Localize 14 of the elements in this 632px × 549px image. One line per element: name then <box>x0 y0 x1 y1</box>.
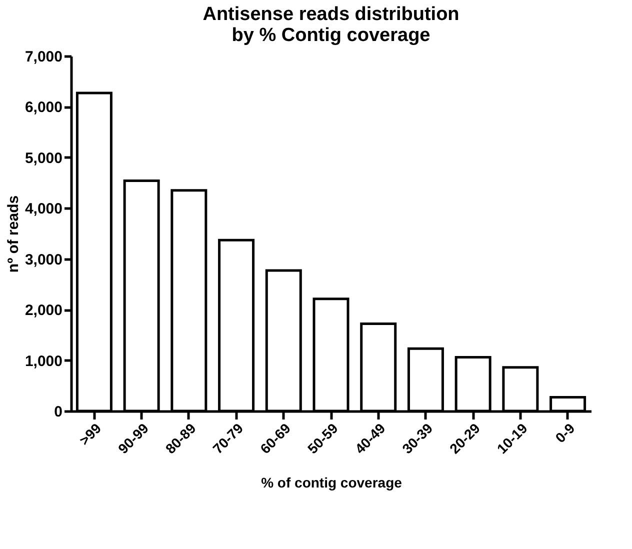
y-tick-label: 7,000 <box>24 48 62 66</box>
y-tick-label: 2,000 <box>24 302 62 320</box>
y-axis-title: nº of reads <box>4 195 22 273</box>
y-tick-label: 4,000 <box>24 200 62 218</box>
x-tick-label: 0-9 <box>552 420 578 446</box>
x-axis-title: % of contig coverage <box>261 474 402 491</box>
y-tick-label: 3,000 <box>24 251 62 268</box>
text: by % Contig coverage <box>232 25 430 46</box>
y-tick-label: 6,000 <box>24 99 62 116</box>
x-tick-label: >99 <box>76 420 104 448</box>
y-tick-label: 0 <box>54 404 62 420</box>
y-tick-label: 5,000 <box>24 150 62 167</box>
text: Antisense reads distribution <box>202 4 460 25</box>
y-tick-label: 1,000 <box>24 352 62 370</box>
